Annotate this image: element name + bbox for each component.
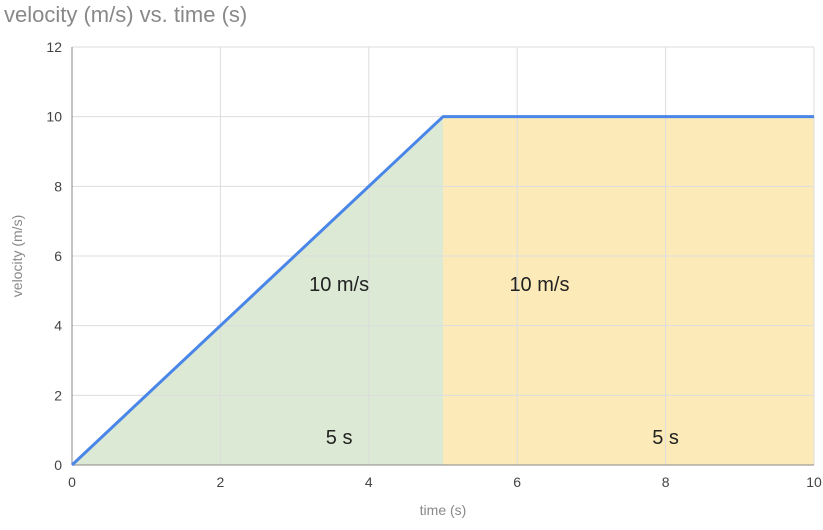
y-tick-label: 2 (54, 387, 62, 403)
velocity-time-chart: 0 2 4 6 8 10 0 2 4 6 8 10 12 time (s) velocity (m/s) 10… (0, 0, 823, 530)
rect-region (443, 117, 814, 465)
x-tick-label: 4 (365, 474, 373, 490)
chart-annotation: 10 m/s (309, 274, 369, 296)
x-tick-label: 8 (662, 474, 670, 490)
y-tick-label: 4 (54, 318, 62, 334)
x-tick-label: 2 (217, 474, 225, 490)
y-tick-label: 12 (46, 39, 62, 55)
y-tick-label: 0 (54, 457, 62, 473)
x-axis-label: time (s) (420, 502, 467, 518)
y-tick-label: 8 (54, 178, 62, 194)
x-tick-label: 10 (806, 474, 822, 490)
x-tick-label: 0 (68, 474, 76, 490)
chart-annotation: 10 m/s (509, 274, 569, 296)
y-axis-label: velocity (m/s) (9, 215, 25, 297)
y-tick-label: 6 (54, 248, 62, 264)
y-tick-label: 10 (46, 109, 62, 125)
chart-annotation: 5 s (326, 427, 353, 449)
x-tick-label: 6 (513, 474, 521, 490)
chart-annotation: 5 s (652, 427, 679, 449)
